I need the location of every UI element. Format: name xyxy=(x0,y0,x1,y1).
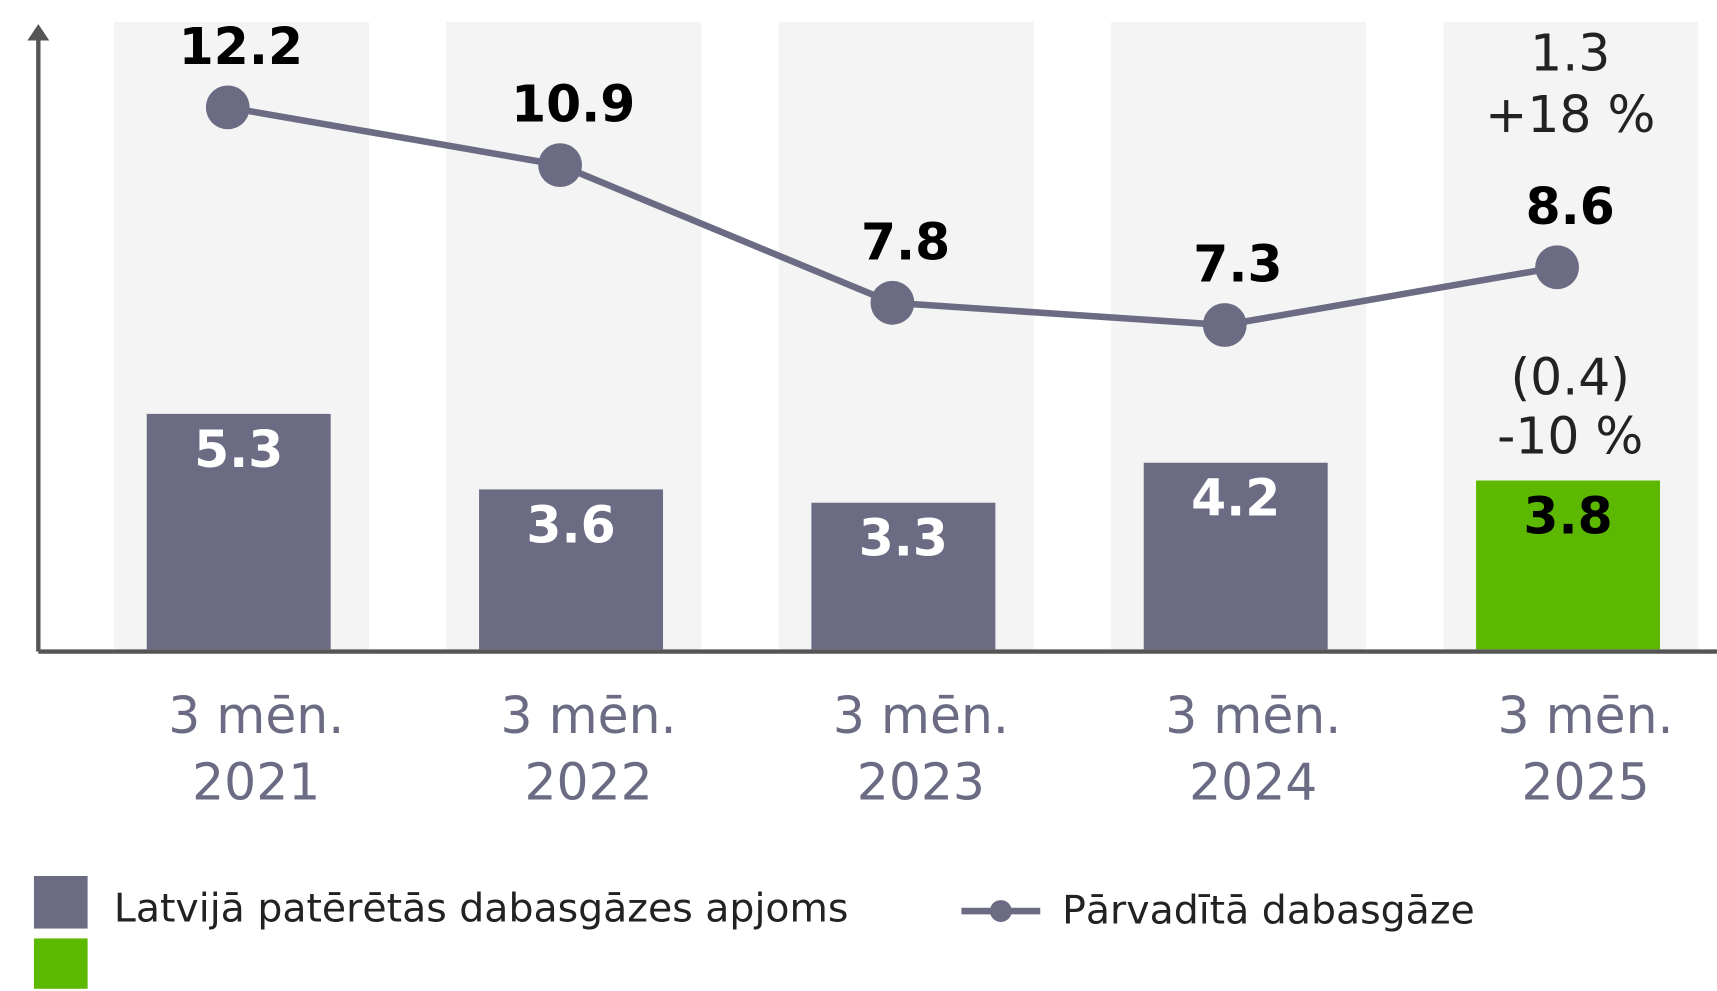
bar-label: 3.3 xyxy=(859,509,948,568)
x-tick-label: 3 mēn. xyxy=(168,686,344,745)
bar xyxy=(146,413,331,650)
line-label: 12.2 xyxy=(179,17,303,76)
bar-label: 4.2 xyxy=(1191,469,1280,528)
x-tick-label: 3 mēn. xyxy=(833,686,1009,745)
bar-label: 3.8 xyxy=(1523,486,1612,545)
bar xyxy=(479,489,664,650)
line-marker xyxy=(538,143,582,187)
annotation: -10 % xyxy=(1497,407,1643,466)
annotation: +18 % xyxy=(1485,85,1655,144)
marks xyxy=(146,85,1661,650)
x-tick-label: 2024 xyxy=(1189,753,1317,812)
x-tick-label: 2025 xyxy=(1521,753,1649,812)
x-tick-label: 2023 xyxy=(857,753,985,812)
legend-label: Latvijā patērētās dabasgāzes apjoms xyxy=(114,886,849,932)
line-marker xyxy=(205,85,250,130)
line-marker xyxy=(1535,245,1579,290)
line-marker xyxy=(1202,303,1247,347)
bar xyxy=(1143,462,1328,650)
legend-swatch xyxy=(33,938,88,989)
line-label: 8.6 xyxy=(1526,177,1615,236)
bar xyxy=(1476,480,1661,650)
annotation: (0.4) xyxy=(1511,348,1630,407)
plot: 1.3 +18 % (0.4) -10 % Latvijā patērētās … xyxy=(27,17,1717,989)
x-tick-label: 2022 xyxy=(524,753,652,812)
line-label: 7.3 xyxy=(1193,235,1282,294)
bar-label: 5.3 xyxy=(194,420,283,479)
axis-arrow xyxy=(27,24,50,41)
bar xyxy=(811,502,996,650)
legend-swatch xyxy=(33,876,88,929)
annotation: 1.3 xyxy=(1530,23,1610,82)
x-tick-label: 3 mēn. xyxy=(1498,686,1674,745)
bar-label: 3.6 xyxy=(526,495,615,554)
line-label: 7.8 xyxy=(861,212,950,271)
x-tick-label: 2021 xyxy=(192,753,320,812)
legend-label: Pārvadītā dabasgāze xyxy=(1062,888,1475,934)
legend-marker xyxy=(989,900,1012,922)
x-tick-label: 3 mēn. xyxy=(1165,686,1341,745)
x-tick-label: 3 mēn. xyxy=(501,686,677,745)
line-marker xyxy=(870,280,915,325)
line-label: 10.9 xyxy=(511,75,635,134)
